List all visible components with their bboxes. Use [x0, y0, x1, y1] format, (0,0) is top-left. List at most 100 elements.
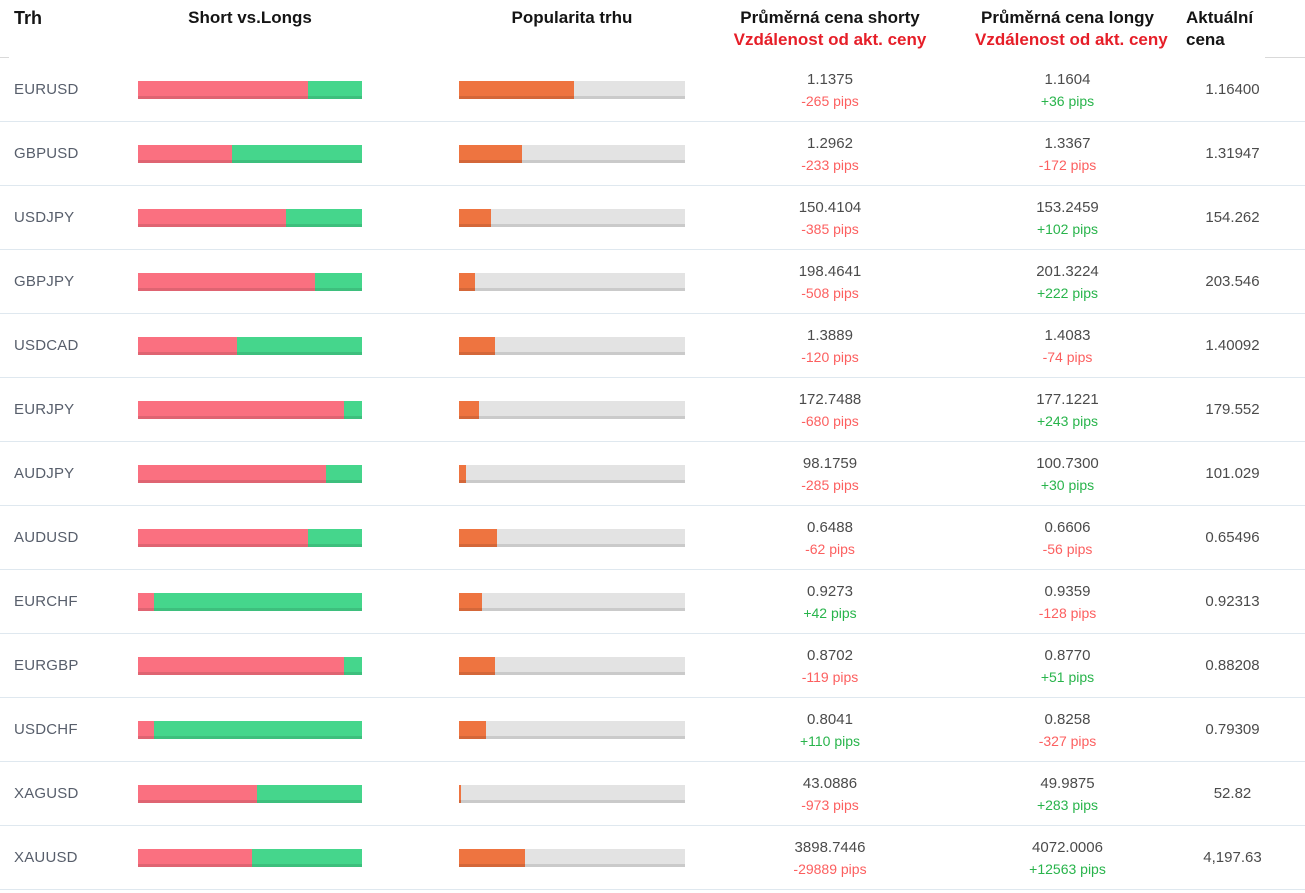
shorts-bar-segment [138, 720, 154, 739]
short-avg-price: 1.2962 [807, 134, 853, 152]
current-price-cell: 0.92313 [1160, 591, 1305, 613]
long-avg-price: 0.9359 [1044, 582, 1091, 600]
short-pips-distance: -265 pips [801, 92, 859, 109]
header-edge-mark-right [1265, 57, 1305, 58]
longs-bar-segment [308, 528, 362, 547]
long-pips-distance: +51 pips [1040, 668, 1095, 685]
short-price-cell: 172.7488 -680 pips [685, 389, 975, 431]
bar-bottom-shade [459, 272, 685, 291]
short-vs-longs-cell [138, 720, 362, 739]
table-row: XAGUSD 43.0886 -973 pips 49.9875 +283 pi… [0, 762, 1305, 826]
current-price-cell: 1.16400 [1160, 79, 1305, 101]
short-vs-longs-cell [138, 336, 362, 355]
shorts-bar-segment [138, 400, 345, 419]
current-price: 154.262 [1205, 208, 1260, 226]
popularity-bar-fill [459, 80, 575, 99]
short-vs-longs-cell [138, 80, 362, 99]
longs-bar-segment [236, 336, 362, 355]
market-cell: GBPUSD [0, 145, 138, 162]
current-price-cell: 0.65496 [1160, 527, 1305, 549]
shorts-bar-segment [138, 208, 286, 227]
current-price: 4,197.63 [1203, 848, 1262, 866]
bar-bottom-shade [459, 720, 685, 739]
popularity-bar-fill [459, 272, 475, 291]
short-avg-price: 198.4641 [798, 262, 862, 280]
long-pips-distance: +243 pips [1036, 412, 1099, 429]
header-short-vs-longs-label: Short vs.Longs [188, 8, 312, 27]
long-pips-distance: -327 pips [1038, 732, 1097, 749]
current-price: 52.82 [1213, 784, 1252, 802]
short-price-cell: 43.0886 -973 pips [685, 773, 975, 815]
header-shorts-title: Průměrná cena shorty [740, 8, 920, 27]
market-cell: EURGBP [0, 657, 138, 674]
popularity-bar [459, 400, 685, 419]
popularity-bar-fill [459, 592, 482, 611]
short-avg-price: 0.6488 [807, 518, 853, 536]
market-label: EURGBP [14, 657, 79, 674]
current-price-cell: 4,197.63 [1160, 847, 1305, 869]
table-row: EURCHF 0.9273 +42 pips 0.9359 -128 pips … [0, 570, 1305, 634]
long-pips-distance: +36 pips [1040, 92, 1095, 109]
table-row: XAUUSD 3898.7446 -29889 pips 4072.0006 +… [0, 826, 1305, 890]
current-price: 1.31947 [1205, 144, 1260, 162]
long-price-cell: 153.2459 +102 pips [975, 197, 1160, 239]
bar-bottom-shade [459, 784, 685, 803]
current-price-cell: 0.88208 [1160, 655, 1305, 677]
market-label: EURUSD [14, 81, 79, 98]
short-vs-longs-bar [138, 336, 362, 355]
shorts-bar-segment [138, 528, 309, 547]
short-pips-distance: -233 pips [801, 156, 859, 173]
short-pips-distance: -119 pips [801, 668, 859, 685]
short-vs-longs-bar [138, 80, 362, 99]
short-vs-longs-bar [138, 656, 362, 675]
popularity-cell [459, 464, 685, 483]
header-prumerna-cena-longy: Průměrná cena longy Vzdálenost od akt. c… [975, 7, 1168, 58]
short-vs-longs-cell [138, 464, 362, 483]
long-avg-price: 153.2459 [1036, 198, 1099, 216]
market-cell: AUDUSD [0, 529, 138, 546]
current-price: 0.88208 [1205, 656, 1260, 674]
short-pips-distance: -508 pips [801, 284, 859, 301]
long-price-cell: 0.8258 -327 pips [975, 709, 1160, 751]
long-price-cell: 1.4083 -74 pips [975, 325, 1160, 367]
market-label: USDCAD [14, 337, 79, 354]
market-cell: USDCAD [0, 337, 138, 354]
header-longs-subtitle: Vzdálenost od akt. ceny [975, 30, 1168, 49]
longs-bar-segment [153, 592, 362, 611]
short-vs-longs-cell [138, 528, 362, 547]
popularity-bar-fill [459, 656, 496, 675]
short-vs-longs-cell [138, 656, 362, 675]
current-price: 101.029 [1205, 464, 1260, 482]
long-avg-price: 1.1604 [1044, 70, 1091, 88]
popularity-bar [459, 208, 685, 227]
short-vs-longs-cell [138, 400, 362, 419]
short-price-cell: 150.4104 -385 pips [685, 197, 975, 239]
market-label: EURCHF [14, 593, 78, 610]
long-avg-price: 100.7300 [1036, 454, 1099, 472]
long-avg-price: 1.3367 [1044, 134, 1091, 152]
long-price-cell: 177.1221 +243 pips [975, 389, 1160, 431]
current-price-cell: 0.79309 [1160, 719, 1305, 741]
bar-bottom-shade [459, 400, 685, 419]
longs-bar-segment [308, 80, 362, 99]
header-shorts-subtitle: Vzdálenost od akt. ceny [733, 30, 927, 49]
short-price-cell: 98.1759 -285 pips [685, 453, 975, 495]
current-price: 0.92313 [1205, 592, 1260, 610]
bar-bottom-shade [459, 208, 685, 227]
long-avg-price: 4072.0006 [1032, 838, 1103, 856]
short-pips-distance: +110 pips [799, 732, 861, 749]
short-avg-price: 150.4104 [798, 198, 862, 216]
popularity-cell [459, 592, 685, 611]
table-row: GBPUSD 1.2962 -233 pips 1.3367 -172 pips… [0, 122, 1305, 186]
current-price-cell: 1.31947 [1160, 143, 1305, 165]
long-price-cell: 49.9875 +283 pips [975, 773, 1160, 815]
market-label: EURJPY [14, 401, 75, 418]
header-popularita-trhu: Popularita trhu [459, 7, 685, 58]
header-short-vs-longs: Short vs.Longs [138, 7, 362, 58]
longs-bar-segment [232, 144, 362, 163]
long-pips-distance: +30 pips [1040, 476, 1095, 493]
short-vs-longs-bar [138, 848, 362, 867]
popularity-bar [459, 464, 685, 483]
short-price-cell: 1.2962 -233 pips [685, 133, 975, 175]
